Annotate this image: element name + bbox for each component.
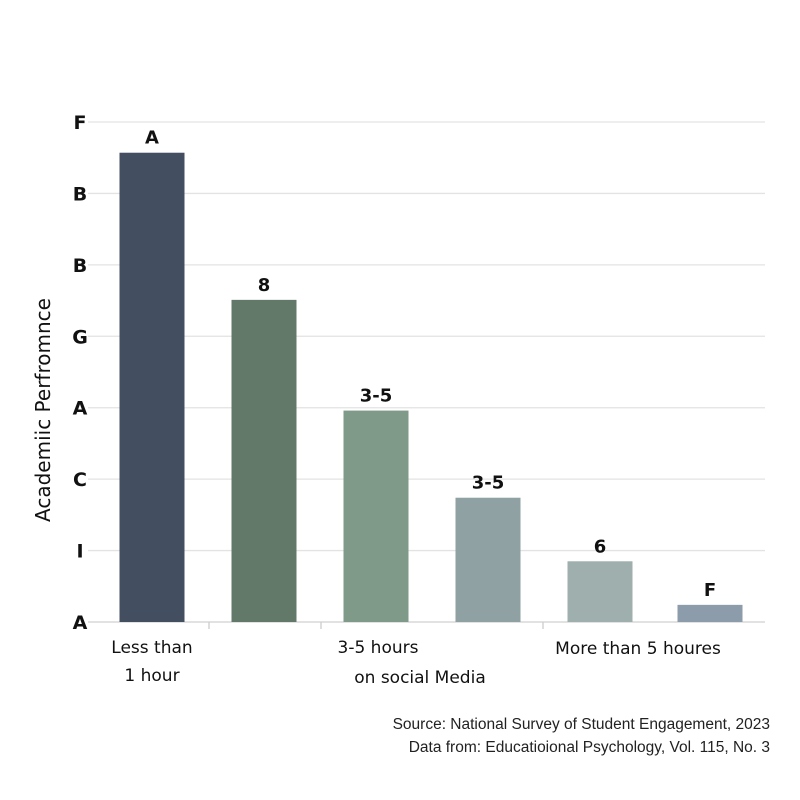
source-note: Source: National Survey of Student Engag… (392, 716, 770, 733)
y-tick-label: B (73, 183, 87, 205)
bar (455, 497, 521, 622)
y-tick-label: I (76, 541, 83, 563)
data-label: 6 (594, 536, 607, 557)
data-label: 3-5 (360, 386, 393, 407)
y-tick-label: C (73, 469, 87, 491)
bar (231, 299, 297, 622)
y-tick-label: A (73, 612, 88, 634)
bar (567, 561, 633, 622)
bar (677, 604, 743, 622)
data-label: F (704, 580, 716, 601)
data-label: A (145, 128, 159, 149)
y-tick-label: G (72, 326, 88, 348)
y-tick-label: F (74, 112, 87, 134)
x-tick-label: 1 hour (124, 666, 179, 686)
bar (343, 410, 409, 622)
data-label: 3-5 (472, 473, 505, 494)
x-tick-label: 3-5 hours (338, 638, 419, 658)
bar (119, 152, 185, 622)
x-tick-label: on social Media (354, 668, 486, 688)
y-axis-title: Academiic Perfromnce (31, 298, 55, 522)
data-source-note: Data from: Educatioional Psychology, Vol… (408, 739, 770, 756)
y-tick-label: A (73, 398, 88, 420)
y-tick-label: B (73, 255, 87, 277)
x-tick-label: Less than (111, 638, 192, 658)
data-label: 8 (258, 275, 271, 296)
x-tick-label: More than 5 houres (555, 639, 721, 659)
